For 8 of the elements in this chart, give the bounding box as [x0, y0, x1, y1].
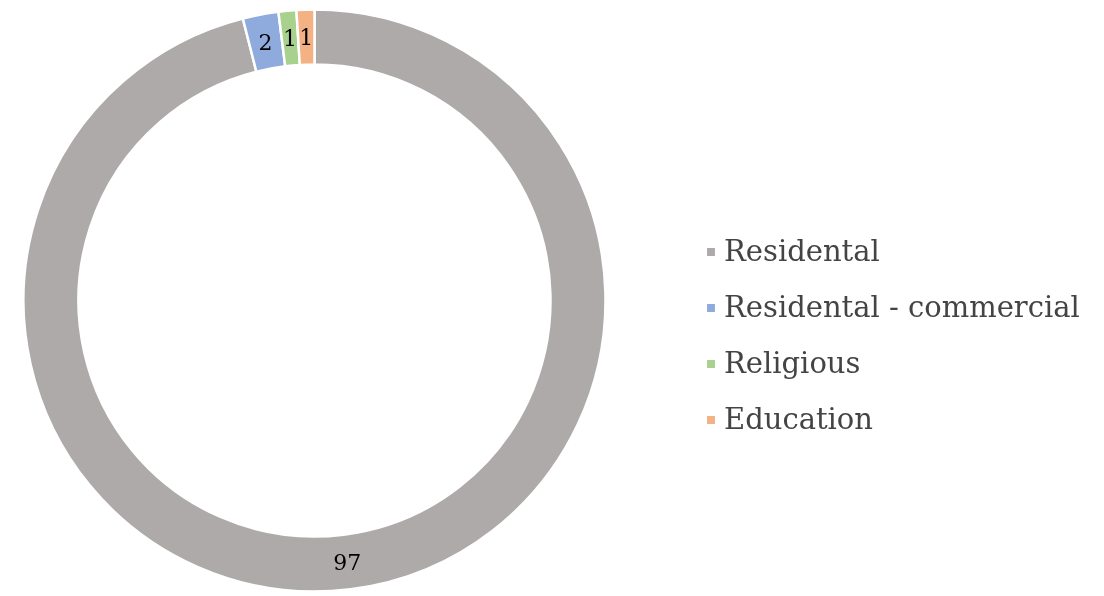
legend-label: Religious: [724, 345, 861, 382]
legend-label: Residental: [724, 233, 880, 270]
data-label: 1: [299, 25, 314, 51]
data-label: 1: [282, 26, 297, 52]
legend-label: Education: [724, 401, 874, 438]
legend-label: Residental - commercial: [724, 289, 1080, 326]
data-label: 97: [333, 549, 362, 575]
data-label: 2: [258, 29, 273, 55]
